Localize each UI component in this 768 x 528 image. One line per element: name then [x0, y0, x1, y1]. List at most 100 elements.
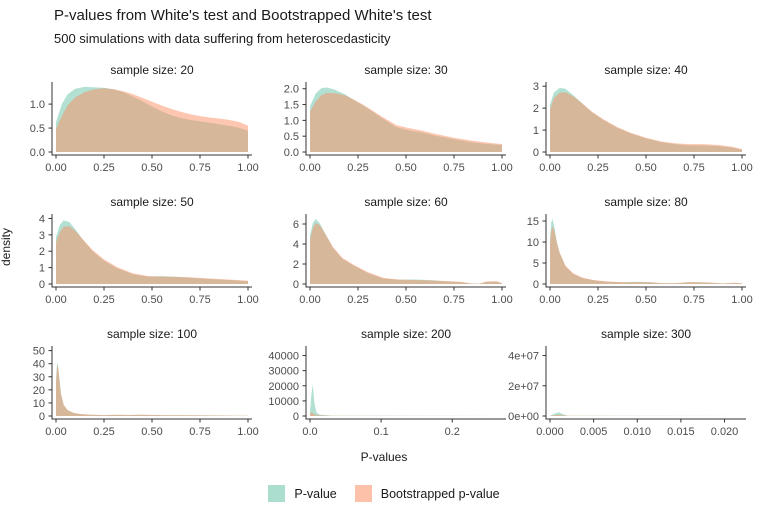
x-tick-label: 0.75: [683, 294, 704, 306]
legend-swatch-pvalue: [268, 485, 286, 502]
x-tick-label: 0.25: [587, 162, 608, 174]
y-tick-label: 2: [533, 103, 539, 115]
x-tick-label: 0.50: [635, 294, 656, 306]
facet-panel-3: sample size: 40 0 1 2 3 0.00 0.25 0.50 0.75 1.00: [533, 63, 753, 174]
x-tick-label: 0.50: [141, 426, 162, 438]
y-tick-label: 1.5: [284, 100, 299, 112]
y-tick-label: 1.0: [284, 115, 299, 127]
x-tick-label: 0.50: [141, 294, 162, 306]
x-tick-label: 0.00: [45, 162, 66, 174]
facet-strip-label: sample size: 30: [364, 63, 448, 77]
x-tick-label: 0.25: [587, 294, 608, 306]
legend-item-pvalue: P-value: [268, 485, 337, 502]
legend-item-bootstrapped: Bootstrapped p-value: [354, 485, 500, 502]
facet-strip-label: sample size: 60: [364, 195, 448, 209]
x-tick-label: 0.000: [536, 426, 564, 438]
x-tick-label: 1.00: [731, 294, 752, 306]
x-tick-label: 0.015: [667, 426, 695, 438]
density-area: [550, 218, 742, 284]
facet-strip-label: sample size: 100: [107, 327, 197, 341]
y-tick-label: 2: [39, 246, 45, 258]
x-tick-label: 0.00: [45, 426, 66, 438]
y-tick-label: 0.0: [30, 147, 45, 159]
x-tick-label: 0.1: [373, 426, 388, 438]
x-tick-label: 0.75: [443, 294, 464, 306]
facet-panel-6: sample size: 80 0 5 10 15 0.00 0.25 0.50 0.75 1.0…: [527, 195, 753, 306]
y-tick-label: 2.0: [284, 84, 299, 96]
y-tick-label: 5: [533, 258, 539, 270]
x-tick-label: 0.75: [189, 294, 210, 306]
x-tick-label: 0.00: [539, 162, 560, 174]
y-tick-label: 3: [533, 81, 539, 93]
x-tick-label: 0.25: [93, 294, 114, 306]
x-tick-label: 1.00: [237, 426, 258, 438]
x-tick-label: 0.75: [189, 162, 210, 174]
facet-strip-label: sample size: 50: [110, 195, 194, 209]
x-tick-label: 1.00: [237, 294, 258, 306]
y-tick-label: 0: [533, 147, 539, 159]
y-tick-label: 6: [293, 219, 299, 231]
x-tick-label: 0.00: [45, 294, 66, 306]
facet-panel-2: sample size: 30 0.0 0.5 1.0 1.5 2.0 0.00 0.25 0.…: [284, 63, 513, 174]
density-area: [310, 384, 502, 416]
y-tick-label: 2: [293, 259, 299, 271]
y-tick-label: 30: [33, 372, 45, 384]
y-tick-label: 0: [39, 279, 45, 291]
density-area: [56, 364, 248, 416]
y-tick-label: 15: [527, 216, 539, 228]
x-tick-label: 0.50: [141, 162, 162, 174]
density-area: [56, 88, 248, 152]
y-tick-label: 10: [33, 398, 45, 410]
y-tick-label: 40: [33, 359, 45, 371]
page-subtitle: 500 simulations with data suffering from…: [54, 31, 391, 46]
y-tick-label: 40000: [268, 351, 299, 363]
density-area: [310, 412, 502, 416]
density-area: [550, 414, 742, 416]
facet-panel-8: sample size: 200 0 10000 20000 30000 40000 0.0…: [268, 327, 506, 438]
facet-grid: sample size: 20 0.0 0.5 1.0 0.00 0.25 0.50 0.75…: [30, 63, 753, 438]
y-tick-label: 1.0: [30, 99, 45, 111]
page-title: P-values from White's test and Bootstrap…: [54, 7, 432, 24]
x-tick-label: 1.00: [731, 162, 752, 174]
y-tick-label: 0.0: [284, 147, 299, 159]
x-tick-label: 0.25: [347, 162, 368, 174]
x-tick-label: 0.50: [395, 294, 416, 306]
x-tick-label: 0.0: [302, 426, 317, 438]
legend: P-value Bootstrapped p-value: [0, 485, 768, 502]
y-tick-label: 20000: [268, 381, 299, 393]
x-tick-label: 0.25: [347, 294, 368, 306]
x-axis-title: P-values: [360, 450, 408, 464]
x-tick-label: 0.00: [539, 294, 560, 306]
x-tick-label: 0.010: [624, 426, 652, 438]
density-area: [550, 412, 742, 416]
x-tick-label: 0.00: [299, 294, 320, 306]
facet-strip-label: sample size: 80: [604, 195, 688, 209]
density-area: [550, 226, 742, 284]
legend-label-bootstrapped: Bootstrapped p-value: [380, 486, 500, 501]
y-tick-label: 0: [39, 411, 45, 423]
y-tick-label: 1: [533, 125, 539, 137]
y-tick-label: 0: [293, 279, 299, 291]
density-area: [56, 226, 248, 284]
x-tick-label: 0.005: [580, 426, 608, 438]
density-area: [56, 362, 248, 416]
y-tick-label: 4: [39, 213, 45, 225]
y-tick-label: 20: [33, 385, 45, 397]
x-tick-label: 0.50: [395, 162, 416, 174]
x-tick-label: 0.25: [93, 426, 114, 438]
x-tick-label: 1.00: [237, 162, 258, 174]
facet-strip-label: sample size: 200: [361, 327, 451, 341]
x-tick-label: 0.25: [93, 162, 114, 174]
facet-panel-1: sample size: 20 0.0 0.5 1.0 0.00 0.25 0.50 0.75…: [30, 63, 259, 174]
y-tick-label: 0.5: [30, 123, 45, 135]
y-tick-label: 0.5: [284, 131, 299, 143]
x-tick-label: 0.50: [635, 162, 656, 174]
y-tick-label: 4: [293, 239, 299, 251]
x-tick-label: 0.75: [443, 162, 464, 174]
y-axis-title: density: [0, 227, 13, 267]
x-tick-label: 0.75: [683, 162, 704, 174]
density-area: [310, 223, 502, 284]
y-tick-label: 1: [39, 263, 45, 275]
legend-label-pvalue: P-value: [294, 486, 337, 501]
